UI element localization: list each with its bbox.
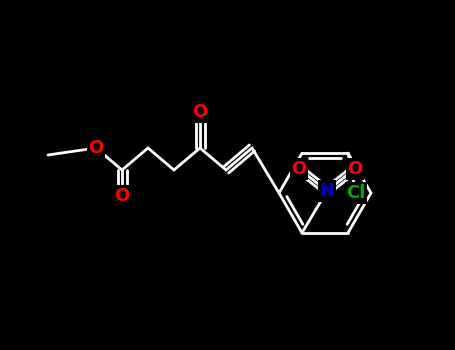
Text: N: N	[319, 182, 334, 200]
Text: O: O	[291, 160, 307, 178]
Text: O: O	[347, 160, 363, 178]
Text: O: O	[192, 103, 207, 121]
Text: O: O	[114, 187, 130, 205]
Text: Cl: Cl	[346, 184, 366, 202]
Text: O: O	[88, 139, 104, 157]
